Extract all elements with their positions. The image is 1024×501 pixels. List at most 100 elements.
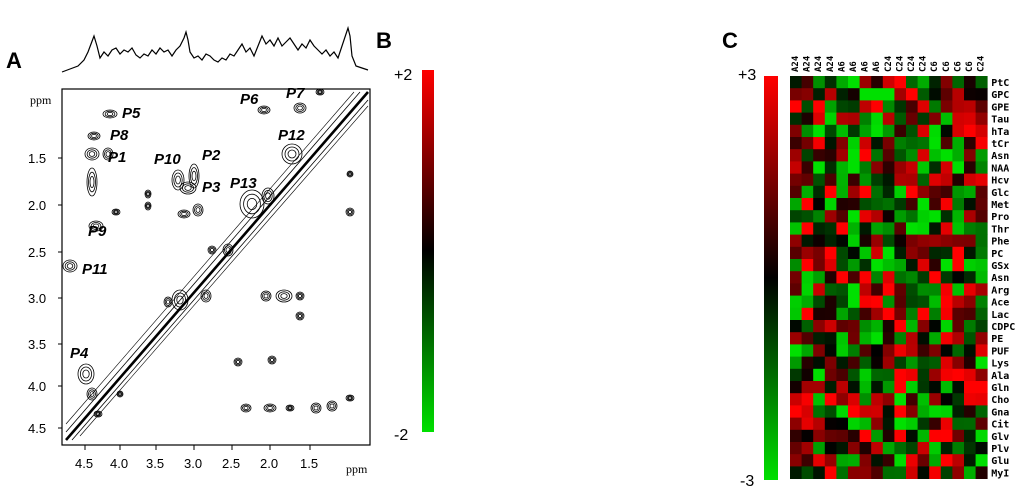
heatmap-cell	[906, 344, 918, 357]
heatmap-cell	[975, 222, 988, 235]
heatmap-cell	[940, 332, 953, 345]
heatmap-cell	[952, 442, 965, 455]
peak-label-p2: P2	[202, 147, 221, 164]
contour-ring	[64, 261, 76, 271]
heatmap-cell	[859, 344, 872, 357]
heatmap-cell	[801, 332, 814, 345]
color-scale-bar	[764, 76, 778, 480]
heatmap-cell	[836, 222, 849, 235]
heatmap-cell	[790, 344, 802, 357]
contour-ring	[93, 410, 103, 418]
heatmap-cell	[917, 368, 930, 382]
heatmap-cell	[801, 405, 814, 418]
heatmap-cell	[801, 173, 814, 187]
scale-max-label: +2	[394, 67, 412, 84]
heatmap-cell	[790, 271, 802, 284]
heatmap-cell	[964, 429, 976, 443]
heatmap-cell	[813, 246, 826, 260]
heatmap-cell	[929, 149, 942, 162]
heatmap-cell	[964, 76, 976, 89]
heatmap-cell	[871, 442, 884, 455]
heatmap-cell	[975, 417, 988, 431]
peak-label-p8: P8	[110, 127, 129, 144]
heatmap-cell	[813, 405, 826, 418]
heatmap-cell	[940, 466, 953, 479]
heatmap-cell	[801, 198, 814, 211]
heatmap-cell	[813, 124, 826, 138]
heatmap-cell	[929, 88, 942, 101]
heatmap-cell	[929, 356, 942, 370]
heatmap-cell	[894, 393, 907, 406]
ppm-axis-label-x: ppm	[346, 462, 368, 476]
column-label: A6	[872, 61, 882, 72]
peak-label-p11: P11	[82, 261, 108, 278]
heatmap-cell	[964, 222, 976, 235]
heatmap-cell	[882, 332, 895, 345]
heatmap-cell	[975, 234, 988, 248]
row-label: Phe	[991, 237, 1009, 248]
x-tick-label: 3.5	[146, 456, 164, 471]
contour-ring	[234, 358, 242, 366]
heatmap-cell	[848, 100, 860, 113]
contour-ring	[284, 146, 300, 162]
heatmap-cell	[801, 88, 814, 101]
column-label: C6	[953, 61, 963, 72]
contour-ring	[312, 404, 320, 412]
heatmap-cell	[906, 320, 918, 333]
heatmap-cell	[917, 320, 930, 333]
heatmap-cell	[894, 124, 907, 138]
heatmap-cell	[929, 100, 942, 113]
peak-label-p7: P7	[286, 85, 305, 102]
heatmap-cell	[813, 149, 826, 162]
heatmap-cell	[859, 466, 872, 479]
contour-ring	[145, 202, 151, 210]
heatmap-cell	[975, 161, 988, 174]
heatmap-cell	[824, 137, 837, 150]
heatmap-cell	[824, 442, 837, 455]
heatmap-cell	[871, 76, 884, 89]
row-label: GPC	[991, 90, 1009, 101]
x-tick-label: 1.5	[300, 456, 318, 471]
contour-ring	[89, 391, 95, 397]
contour-ring	[313, 405, 319, 411]
heatmap-cell	[859, 271, 872, 284]
contour-ring	[179, 210, 189, 218]
contour-ring	[173, 172, 183, 188]
heatmap-cell	[894, 210, 907, 223]
heatmap-cell	[929, 417, 942, 431]
heatmap-cell	[824, 332, 837, 345]
row-label: Pro	[991, 212, 1009, 223]
heatmap-cell	[824, 344, 837, 357]
heatmap-cell	[790, 381, 802, 394]
contour-ring	[261, 187, 275, 205]
heatmap-cell	[801, 185, 814, 199]
heatmap-cell	[975, 198, 988, 211]
heatmap-cell	[929, 198, 942, 211]
column-label: C6	[942, 61, 952, 72]
heatmap-cell	[940, 112, 953, 126]
row-label: Lac	[991, 310, 1009, 321]
heatmap-cell	[824, 173, 837, 187]
heatmap-cell	[940, 76, 953, 89]
heatmap-cell	[801, 76, 814, 89]
heatmap-cell	[813, 161, 826, 174]
heatmap-cell	[836, 356, 849, 370]
heatmap-cell	[871, 88, 884, 101]
heatmap-cell	[917, 405, 930, 418]
heatmap-cell	[871, 320, 884, 333]
heatmap-cell	[964, 307, 976, 321]
row-label: PtC	[991, 78, 1009, 89]
row-label: Glu	[991, 456, 1009, 467]
heatmap-cell	[917, 185, 930, 199]
heatmap-cell	[882, 149, 895, 162]
heatmap-cell	[790, 283, 802, 296]
heatmap-cell	[882, 246, 895, 260]
heatmap-cell	[906, 259, 918, 272]
peak-label-p6: P6	[240, 91, 259, 108]
heatmap-cell	[836, 112, 849, 126]
contour-ring	[348, 172, 352, 176]
heatmap-cell	[836, 210, 849, 223]
heatmap-cell	[940, 454, 953, 467]
heatmap-cell	[917, 173, 930, 187]
heatmap-cell	[790, 368, 802, 382]
